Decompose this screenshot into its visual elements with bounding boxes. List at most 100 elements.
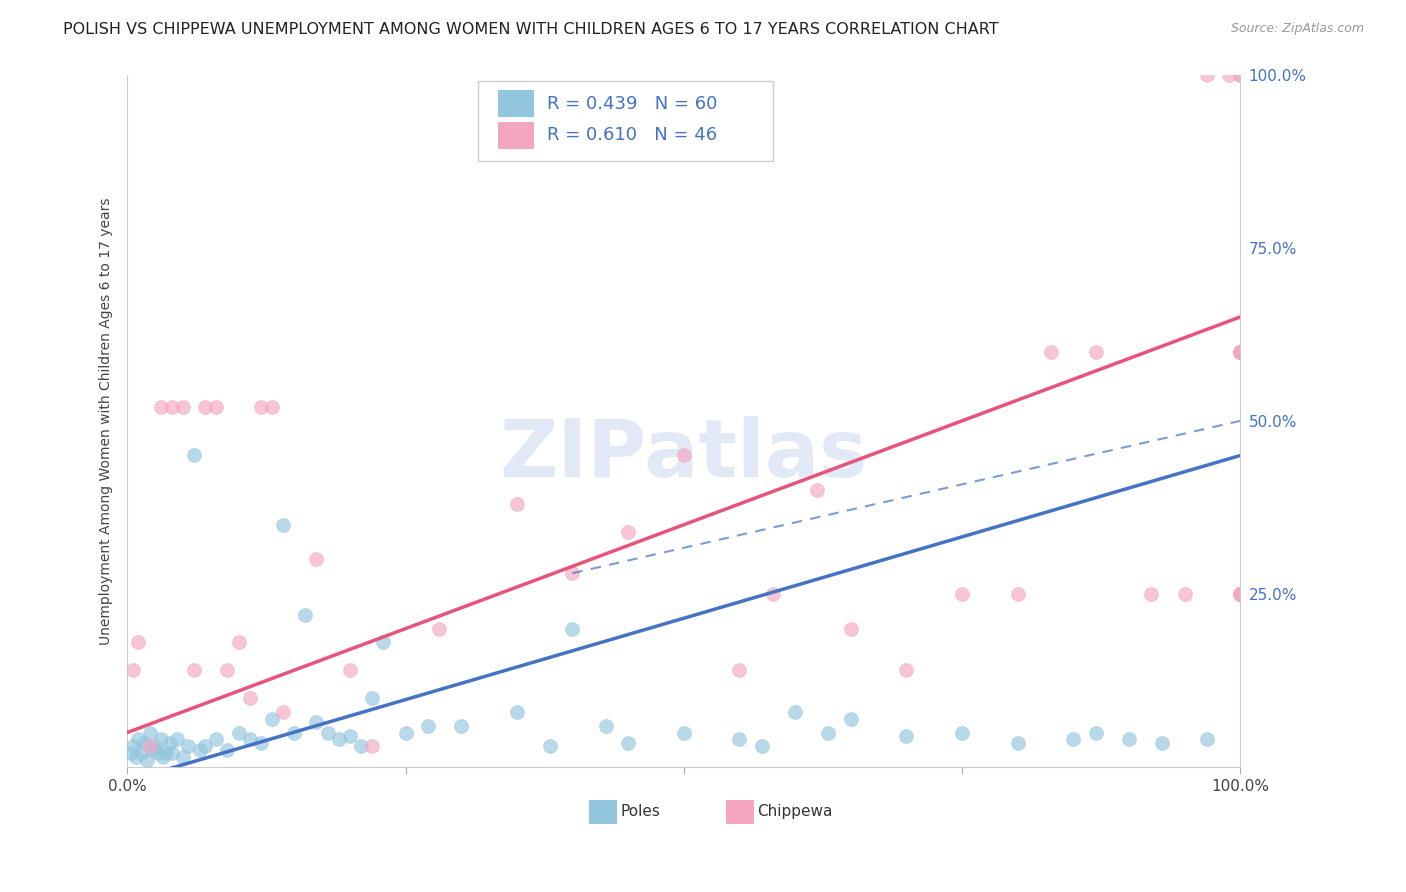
- Text: POLISH VS CHIPPEWA UNEMPLOYMENT AMONG WOMEN WITH CHILDREN AGES 6 TO 17 YEARS COR: POLISH VS CHIPPEWA UNEMPLOYMENT AMONG WO…: [63, 22, 998, 37]
- Point: [217, 743, 239, 757]
- Point: [339, 663, 361, 677]
- Bar: [498, 122, 533, 149]
- Point: [188, 743, 211, 757]
- Point: [783, 705, 806, 719]
- Point: [617, 524, 640, 539]
- Point: [152, 749, 174, 764]
- Point: [896, 663, 918, 677]
- Point: [672, 725, 695, 739]
- Point: [166, 732, 188, 747]
- Point: [228, 635, 250, 649]
- Point: [160, 400, 183, 414]
- Y-axis label: Unemployment Among Women with Children Ages 6 to 17 years: Unemployment Among Women with Children A…: [100, 197, 114, 645]
- Point: [561, 622, 583, 636]
- Text: ZIPatlas: ZIPatlas: [499, 417, 868, 494]
- Point: [1229, 344, 1251, 359]
- Point: [361, 739, 384, 754]
- Point: [1229, 587, 1251, 601]
- Point: [595, 718, 617, 732]
- Point: [1062, 732, 1084, 747]
- Point: [143, 739, 166, 754]
- Point: [394, 725, 416, 739]
- Point: [1229, 68, 1251, 82]
- Point: [132, 736, 155, 750]
- Text: Chippewa: Chippewa: [758, 804, 832, 819]
- Point: [950, 587, 973, 601]
- Point: [1174, 587, 1197, 601]
- Point: [1040, 344, 1063, 359]
- Point: [751, 739, 773, 754]
- Point: [127, 635, 149, 649]
- Point: [561, 566, 583, 581]
- Point: [361, 690, 384, 705]
- Point: [148, 747, 170, 761]
- Point: [228, 725, 250, 739]
- Point: [125, 749, 148, 764]
- Point: [172, 749, 194, 764]
- Point: [239, 732, 262, 747]
- Point: [1007, 587, 1029, 601]
- Point: [350, 739, 373, 754]
- Point: [250, 400, 273, 414]
- Text: Poles: Poles: [620, 804, 661, 819]
- Point: [305, 715, 328, 730]
- Bar: [498, 90, 533, 117]
- Point: [328, 732, 350, 747]
- Point: [120, 747, 142, 761]
- Point: [121, 663, 143, 677]
- Point: [839, 712, 862, 726]
- Point: [450, 718, 472, 732]
- Point: [127, 732, 149, 747]
- Point: [155, 747, 177, 761]
- Point: [260, 400, 283, 414]
- Point: [728, 732, 751, 747]
- Point: [177, 739, 200, 754]
- Point: [316, 725, 339, 739]
- Point: [538, 739, 561, 754]
- Point: [1229, 344, 1251, 359]
- Point: [194, 739, 217, 754]
- Text: R = 0.610   N = 46: R = 0.610 N = 46: [547, 127, 717, 145]
- Point: [1084, 344, 1107, 359]
- Point: [250, 736, 273, 750]
- Point: [427, 622, 450, 636]
- Point: [183, 663, 205, 677]
- Point: [1195, 732, 1218, 747]
- Point: [149, 732, 172, 747]
- Point: [283, 725, 305, 739]
- Point: [839, 622, 862, 636]
- Point: [950, 725, 973, 739]
- Point: [1229, 587, 1251, 601]
- Point: [1229, 587, 1251, 601]
- Point: [1140, 587, 1163, 601]
- Point: [1218, 68, 1240, 82]
- Point: [373, 635, 395, 649]
- Point: [271, 705, 294, 719]
- Point: [121, 739, 143, 754]
- Point: [806, 483, 828, 497]
- Bar: [725, 800, 754, 824]
- Point: [506, 497, 529, 511]
- Point: [183, 449, 205, 463]
- Point: [1152, 736, 1174, 750]
- Point: [339, 729, 361, 743]
- Point: [617, 736, 640, 750]
- Point: [160, 747, 183, 761]
- Point: [728, 663, 751, 677]
- Point: [305, 552, 328, 566]
- Point: [129, 747, 152, 761]
- Point: [172, 400, 194, 414]
- Point: [217, 663, 239, 677]
- Point: [1118, 732, 1140, 747]
- Point: [1229, 587, 1251, 601]
- FancyBboxPatch shape: [478, 81, 773, 161]
- Point: [149, 400, 172, 414]
- Point: [817, 725, 839, 739]
- Point: [159, 736, 181, 750]
- Point: [1229, 344, 1251, 359]
- Point: [416, 718, 439, 732]
- Point: [1195, 68, 1218, 82]
- Point: [205, 732, 228, 747]
- Text: R = 0.439   N = 60: R = 0.439 N = 60: [547, 95, 717, 112]
- Point: [138, 725, 160, 739]
